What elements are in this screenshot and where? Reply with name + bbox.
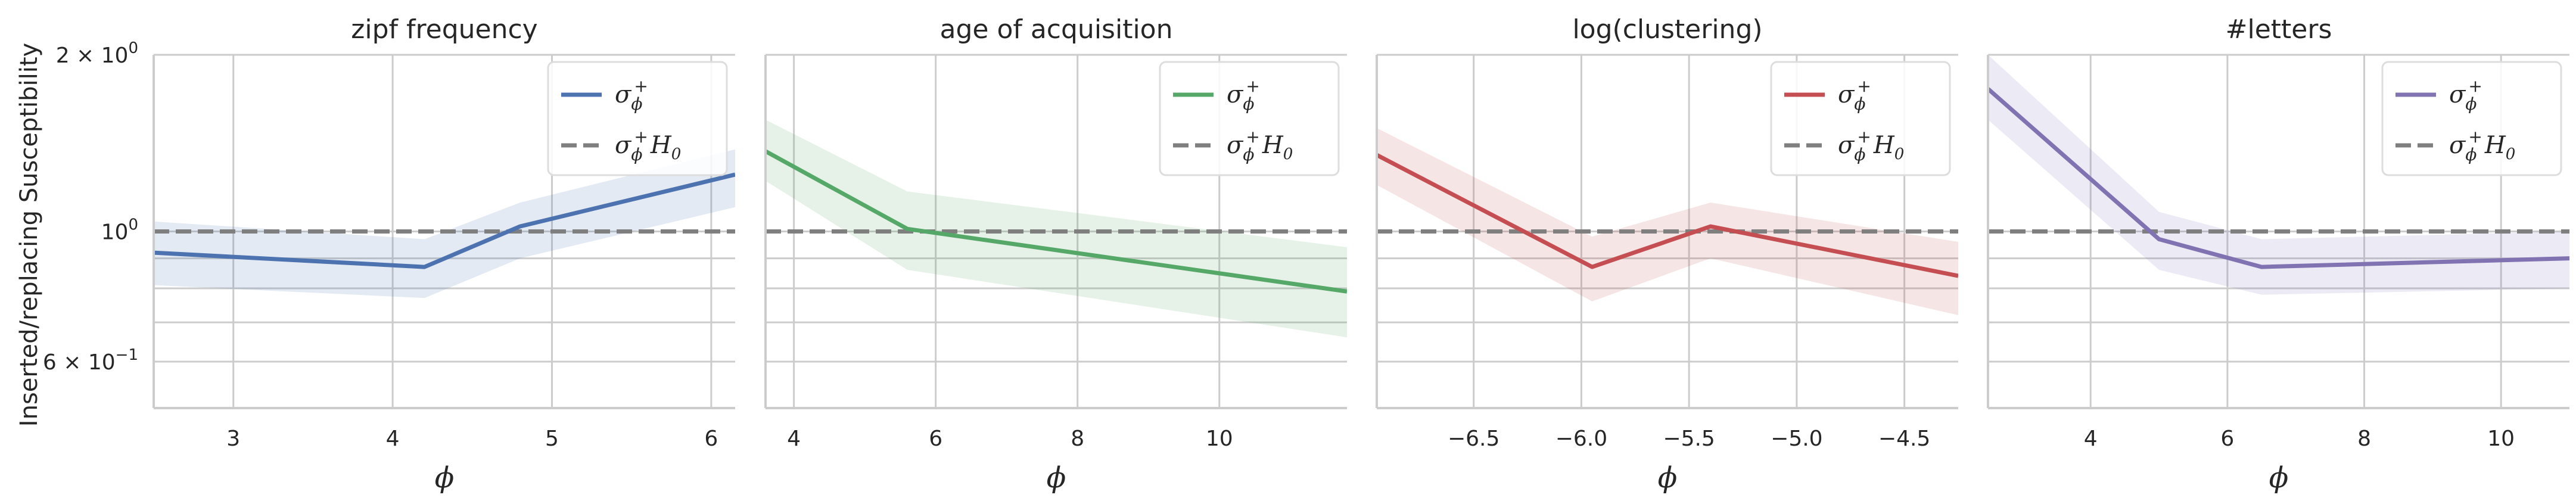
x-tick-label: −6.5 xyxy=(1448,427,1499,451)
x-tick-label: 10 xyxy=(2487,427,2515,451)
legend-label-reference: σϕ+ H0 xyxy=(615,127,681,164)
data-layer xyxy=(766,120,1347,338)
series-line xyxy=(1988,87,2569,269)
x-tick-label: 4 xyxy=(386,427,400,451)
series-line xyxy=(1377,153,1958,278)
x-tick-label: 6 xyxy=(2220,427,2234,451)
x-tick-label: 4 xyxy=(2084,427,2098,451)
confidence-band xyxy=(766,120,1347,338)
confidence-band xyxy=(1377,128,1958,316)
chart-title: age of acquisition xyxy=(940,14,1173,45)
legend-label-series: σϕ+ xyxy=(1227,76,1260,114)
legend-label-reference: σϕ+ H0 xyxy=(1838,127,1904,164)
chart-panel-2: age of acquisition 4 6 8 10 ϕ σϕ+ σϕ+ H0 xyxy=(764,14,1347,494)
x-tick-label: 4 xyxy=(787,427,801,451)
legend-label-series: σϕ+ xyxy=(1838,76,1871,114)
x-tick-label: −5.5 xyxy=(1663,427,1715,451)
legend-label-series: σϕ+ xyxy=(2449,76,2482,114)
x-tick-label: 6 xyxy=(929,427,942,451)
data-layer xyxy=(154,149,735,298)
chart-panels: zipf frequency 3 4 5 6 ϕ 2 × 100 100 6 × 10−1 σϕ+… xyxy=(43,14,2570,494)
x-axis-label: ϕ xyxy=(435,461,455,494)
data-point xyxy=(1710,226,1711,227)
y-tick-label: 6 × 10−1 xyxy=(43,346,138,375)
legend: σϕ+ σϕ+ H0 xyxy=(2381,61,2562,176)
x-tick-label: −5.0 xyxy=(1771,427,1822,451)
series-line xyxy=(154,172,735,269)
chart-panel-3: log(clustering)−6.5 −6.0 −5.5 −5.0 −4.5ϕσϕ+σ… xyxy=(1376,14,1958,494)
legend-label-series: σϕ+ xyxy=(615,76,648,114)
x-tick-label: 10 xyxy=(1206,427,1233,451)
x-tick-label: −4.5 xyxy=(1878,427,1930,451)
y-tick-label: 2 × 100 xyxy=(56,39,138,68)
legend: σϕ+ σϕ+ H0 xyxy=(1770,61,1951,176)
x-axis-label: ϕ xyxy=(2269,461,2289,494)
x-axis-label: ϕ xyxy=(1047,461,1066,494)
x-tick-label: 8 xyxy=(1071,427,1084,451)
legend-label-reference: σϕ+ H0 xyxy=(1227,127,1293,164)
y-axis-label: Inserted/replacing Susceptibility xyxy=(15,43,43,427)
chart-title: log(clustering) xyxy=(1572,14,1762,45)
x-tick-label: 5 xyxy=(545,427,559,451)
legend: σϕ+ σϕ+ H0 xyxy=(547,61,728,176)
chart-panel-1: zipf frequency 3 4 5 6 ϕ 2 × 100 100 6 × 10−1 σϕ+… xyxy=(43,14,735,494)
legend-label-reference: σϕ+ H0 xyxy=(2449,127,2515,164)
data-point xyxy=(1346,291,1347,292)
x-axis-label: ϕ xyxy=(1658,461,1678,494)
x-tick-label: 6 xyxy=(704,427,718,451)
data-layer xyxy=(1377,128,1958,316)
y-tick-label: 100 xyxy=(101,216,138,245)
x-tick-label: 3 xyxy=(226,427,240,451)
chart-panel-4: #letters 4 6 8 10 ϕ σϕ+ σϕ+ H0 xyxy=(1987,14,2570,494)
x-tick-label: 8 xyxy=(2357,427,2371,451)
chart-title: #letters xyxy=(2226,14,2332,45)
data-point xyxy=(2569,258,2570,259)
x-tick-label: −6.0 xyxy=(1555,427,1607,451)
chart-title: zipf frequency xyxy=(351,14,537,45)
confidence-band xyxy=(1988,55,2569,295)
data-point xyxy=(519,226,521,227)
legend: σϕ+ σϕ+ H0 xyxy=(1159,61,1340,176)
